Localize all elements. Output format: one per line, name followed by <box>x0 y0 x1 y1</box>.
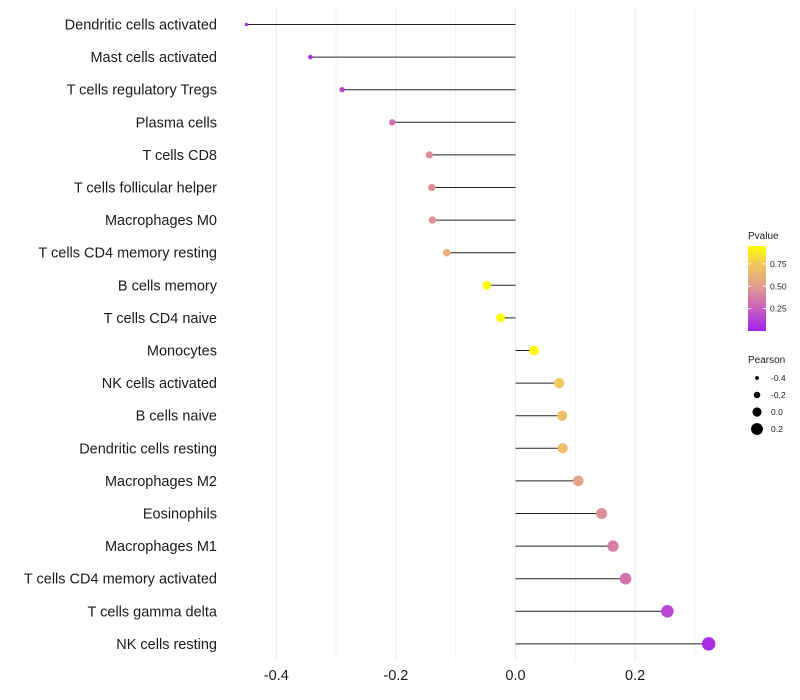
y-axis-label: T cells CD4 naive <box>104 311 217 327</box>
y-axis-label: Plasma cells <box>136 115 217 131</box>
y-axis-label: T cells CD4 memory activated <box>24 572 217 588</box>
y-axis-label: Macrophages M1 <box>105 539 217 555</box>
y-axis-label: Mast cells activated <box>90 50 217 66</box>
pvalue-tick-label: 0.25 <box>770 304 787 314</box>
lollipop-point <box>339 87 345 93</box>
lollipop-point <box>554 378 565 389</box>
pearson-legend-label: -0.2 <box>771 390 786 400</box>
pearson-legend-label: -0.4 <box>771 373 786 383</box>
lollipop-point <box>428 183 436 192</box>
lollipop-point <box>701 637 716 651</box>
lollipop-point <box>557 443 568 454</box>
y-axis-label: T cells CD4 memory resting <box>38 246 217 262</box>
pearson-legend-key <box>751 423 763 435</box>
y-axis-label: B cells naive <box>136 409 217 425</box>
pvalue-tick-label: 0.75 <box>770 259 787 269</box>
y-axis-label: Macrophages M2 <box>105 474 217 490</box>
lollipop-point <box>425 151 434 159</box>
grid <box>275 8 696 660</box>
x-tick-label: -0.4 <box>264 668 289 684</box>
lollipop-point <box>428 216 437 224</box>
y-axis-label: Dendritic cells activated <box>65 18 217 34</box>
lollipop-point <box>661 605 674 618</box>
y-axis-labels: Dendritic cells activated Mast cells acti… <box>24 18 218 653</box>
y-axis-label: Dendritic cells resting <box>79 441 217 457</box>
y-axis-label: T cells CD8 <box>142 148 217 164</box>
lollipop-point <box>572 475 584 487</box>
lollipop-point <box>607 540 619 552</box>
lollipop-point <box>442 248 451 257</box>
y-axis-label: Macrophages M0 <box>105 213 217 229</box>
y-axis-label: T cells gamma delta <box>88 604 218 620</box>
lollipop-point <box>557 410 568 421</box>
lollipop-point <box>389 119 396 126</box>
pearson-legend-label: 0.0 <box>771 407 783 417</box>
y-axis-label: T cells regulatory Tregs <box>67 83 217 99</box>
y-axis-label: B cells memory <box>118 278 218 294</box>
pearson-legend-key <box>753 391 761 399</box>
x-tick-label: 0.2 <box>625 668 645 684</box>
lollipop-stems <box>246 24 709 645</box>
lollipop-points <box>244 22 716 651</box>
x-tick-label: 0.0 <box>505 668 525 684</box>
lollipop-point <box>244 22 248 27</box>
y-axis-label: NK cells resting <box>116 637 217 653</box>
y-axis-label: Monocytes <box>147 344 217 360</box>
pearson-legend-label: 0.2 <box>771 424 783 434</box>
pearson-legend: Pearson -0.4 -0.2 0.0 0.2 <box>748 355 786 435</box>
pvalue-colorbar <box>748 246 766 331</box>
pearson-legend-title: Pearson <box>748 355 785 366</box>
pvalue-legend: Pvalue 0.75 0.50 0.25 <box>748 231 787 331</box>
lollipop-point <box>482 281 492 290</box>
lollipop-point <box>529 345 539 356</box>
pearson-legend-key <box>752 407 762 417</box>
y-axis-label: T cells follicular helper <box>74 181 217 197</box>
lollipop-point <box>308 54 313 60</box>
lollipop-point <box>596 507 608 520</box>
x-tick-label: -0.2 <box>383 668 408 684</box>
pvalue-tick-label: 0.50 <box>770 281 787 291</box>
y-axis-label: NK cells activated <box>102 376 217 392</box>
lollipop-point <box>496 313 505 323</box>
lollipop-point <box>619 572 632 585</box>
x-axis-ticks: -0.4 -0.2 0.0 0.2 <box>264 668 645 684</box>
y-axis-label: Eosinophils <box>143 507 217 523</box>
pearson-legend-key <box>755 376 759 380</box>
pvalue-legend-title: Pvalue <box>748 231 779 242</box>
